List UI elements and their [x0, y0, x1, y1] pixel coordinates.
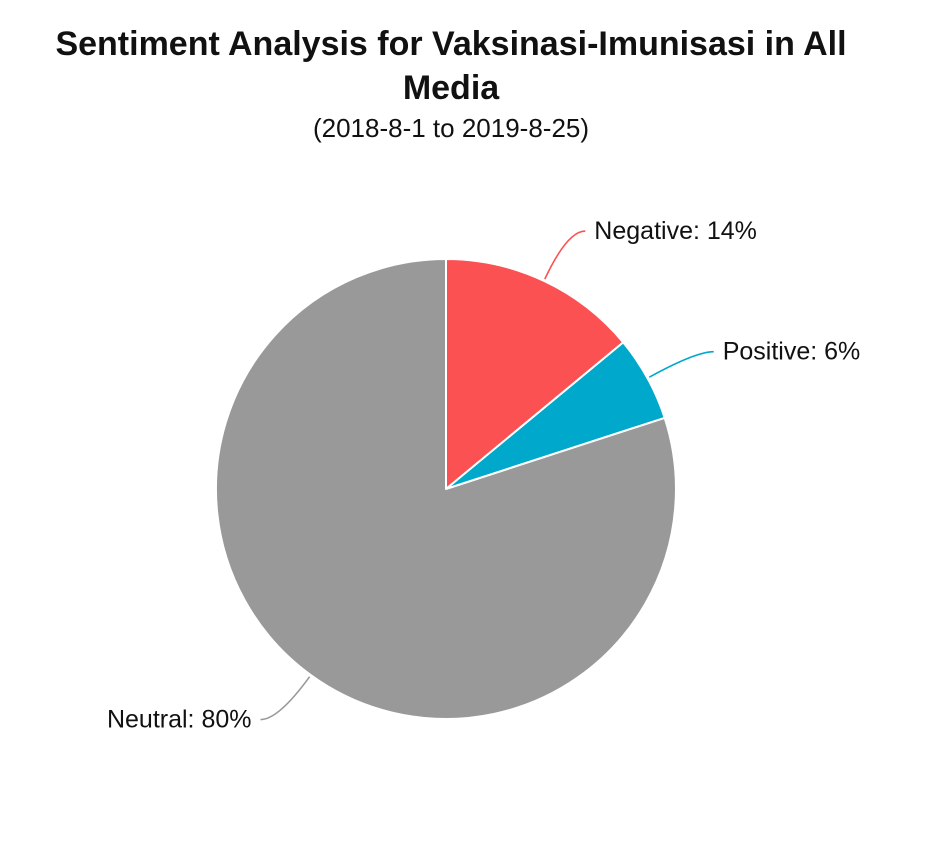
- pie-slice-negative[interactable]: [445, 258, 625, 490]
- slice-label-neutral: Neutral: 80%: [107, 706, 252, 734]
- leader-line-negative: [544, 230, 586, 280]
- leader-line-positive: [648, 350, 714, 378]
- chart-header: Sentiment Analysis for Vaksinasi-Imunisa…: [0, 0, 902, 146]
- slice-label-negative: Negative: 14%: [594, 217, 757, 245]
- pie-slice-neutral[interactable]: [214, 258, 677, 720]
- chart-title: Sentiment Analysis for Vaksinasi-Imunisa…: [55, 25, 847, 108]
- chart-subtitle: (2018-8-1 to 2019-8-25): [312, 113, 590, 144]
- slice-label-positive: Positive: 6%: [723, 338, 861, 366]
- leader-line-neutral: [260, 676, 311, 721]
